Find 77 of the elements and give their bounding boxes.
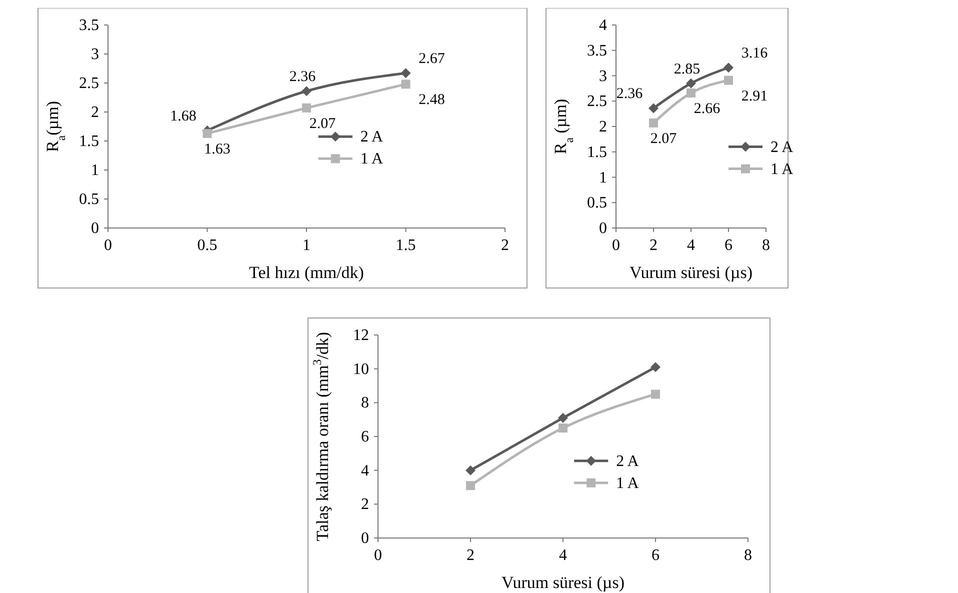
point bbox=[302, 86, 312, 96]
x-tick-label: 0 bbox=[104, 237, 112, 254]
x-tick-label: 1.5 bbox=[396, 237, 416, 254]
y-tick-label: 0 bbox=[91, 220, 99, 237]
legend-label: 2 A bbox=[360, 128, 384, 146]
data-label: 1.68 bbox=[170, 108, 196, 125]
x-tick-label: 4 bbox=[559, 547, 567, 564]
data-label: 2.07 bbox=[309, 116, 336, 132]
legend-label: 1 A bbox=[360, 150, 384, 168]
x-tick-label: 2 bbox=[466, 547, 474, 564]
y-tick-label: 6 bbox=[361, 428, 369, 446]
y-tick-label: 1.5 bbox=[587, 144, 607, 161]
point bbox=[302, 103, 311, 112]
data-label: 2.91 bbox=[741, 88, 768, 104]
legend-label: 2 A bbox=[616, 452, 640, 470]
y-tick-label: 2.5 bbox=[587, 93, 607, 110]
point bbox=[558, 412, 568, 423]
x-tick-label: 0.5 bbox=[197, 237, 218, 254]
legend-label: 1 A bbox=[770, 160, 794, 178]
y-tick-label: 12 bbox=[353, 327, 369, 344]
y-tick-label: 0.5 bbox=[587, 194, 607, 212]
data-label: 1.63 bbox=[204, 141, 230, 158]
legend-label: 1 A bbox=[616, 474, 640, 492]
y-tick-label: 0.5 bbox=[79, 191, 99, 208]
y-tick-label: 3 bbox=[599, 68, 607, 85]
y-tick-label: 1 bbox=[91, 162, 99, 179]
y-tick-label: 2 bbox=[599, 118, 607, 136]
point bbox=[724, 76, 733, 85]
point bbox=[466, 465, 476, 476]
point bbox=[648, 103, 658, 114]
data-label: 3.16 bbox=[741, 46, 768, 62]
data-label: 2.36 bbox=[616, 86, 644, 102]
x-tick-label: 8 bbox=[762, 237, 770, 254]
point bbox=[401, 80, 410, 89]
data-label: 2.36 bbox=[289, 69, 316, 86]
point bbox=[558, 424, 568, 433]
point bbox=[649, 118, 658, 128]
point bbox=[400, 68, 411, 78]
y-tick-label: 0 bbox=[361, 530, 369, 547]
y-tick-label: 4 bbox=[361, 462, 369, 480]
y-tick-label: 2 bbox=[91, 104, 99, 121]
legend-label: 2 A bbox=[770, 138, 794, 156]
y-tick-label: 1 bbox=[599, 169, 607, 186]
x-tick-label: 8 bbox=[744, 547, 752, 564]
x-tick-label: 2 bbox=[650, 237, 658, 254]
x-tick-label: 6 bbox=[724, 237, 732, 254]
x-tick-label: 0 bbox=[374, 547, 382, 564]
y-tick-label: 2.5 bbox=[79, 75, 99, 92]
point bbox=[686, 88, 696, 98]
x-tick-label: 0 bbox=[612, 237, 620, 254]
x-axis-title: Vurum süresi (µs) bbox=[629, 263, 753, 282]
point bbox=[686, 78, 696, 88]
y-tick-label: 8 bbox=[361, 394, 369, 412]
y-tick-label: 4 bbox=[599, 17, 607, 34]
y-tick-label: 2 bbox=[361, 496, 369, 514]
x-tick-label: 4 bbox=[687, 237, 695, 254]
y-tick-label: 0 bbox=[599, 220, 607, 237]
data-label: 2.07 bbox=[650, 130, 678, 147]
y-tick-label: 10 bbox=[353, 360, 369, 378]
x-tick-label: 6 bbox=[652, 547, 660, 564]
data-label: 2.48 bbox=[418, 92, 445, 108]
point bbox=[651, 390, 660, 399]
point bbox=[202, 128, 212, 138]
data-label: 2.67 bbox=[418, 51, 446, 68]
point bbox=[650, 362, 660, 372]
x-axis-title: Tel hızı (mm/dk) bbox=[249, 263, 364, 282]
data-label: 2.85 bbox=[674, 61, 700, 78]
point bbox=[466, 481, 475, 490]
x-tick-label: 1 bbox=[302, 237, 310, 254]
data-label: 2.66 bbox=[694, 101, 721, 118]
point bbox=[724, 62, 734, 73]
x-tick-label: 2 bbox=[501, 237, 509, 254]
y-tick-label: 1.5 bbox=[79, 133, 99, 150]
y-tick-label: 3.5 bbox=[79, 17, 99, 34]
y-tick-label: 3 bbox=[91, 46, 99, 63]
y-tick-label: 3.5 bbox=[587, 42, 607, 60]
x-axis-title: Vurum süresi (µs) bbox=[501, 573, 625, 592]
